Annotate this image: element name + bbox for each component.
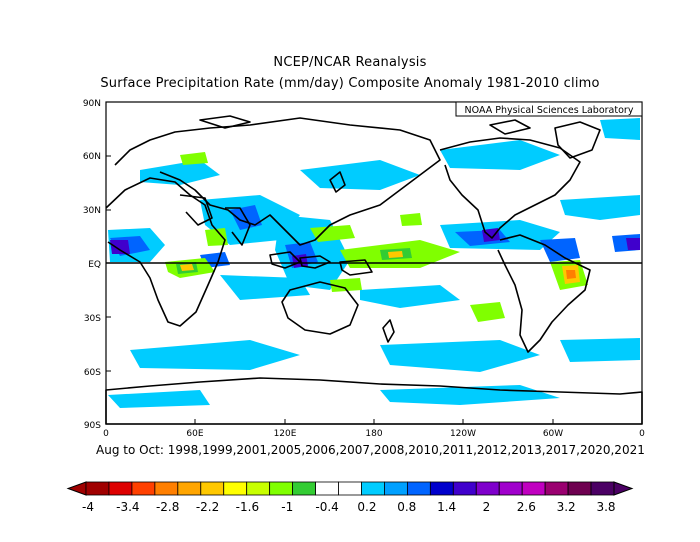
- colorbar-label: -4: [82, 500, 94, 514]
- colorbar-swatch: [384, 481, 408, 496]
- colorbar-swatch: [292, 481, 316, 496]
- composite-period: Aug to Oct: 1998,1999,2001,2005,2006,200…: [96, 443, 645, 457]
- colorbar-swatch: [590, 481, 615, 496]
- colorbar-swatch: [544, 481, 569, 496]
- colorbar-swatch: [223, 481, 248, 496]
- lon-label-60e: 60E: [186, 429, 203, 439]
- colorbar-label: 0.8: [397, 500, 416, 514]
- colorbar-swatch: [452, 481, 477, 496]
- lon-label-60w: 60W: [543, 429, 563, 439]
- colorbar-swatch: [85, 481, 110, 496]
- colorbar-label: 0.2: [357, 500, 376, 514]
- lon-label-120w: 120W: [450, 429, 476, 439]
- colorbar-label: -3.4: [116, 500, 139, 514]
- colorbar-label: -2.8: [156, 500, 179, 514]
- colorbar-swatch: [315, 481, 339, 496]
- lon-label-0-right: 0: [639, 429, 645, 439]
- lat-label-60n: 60N: [83, 152, 101, 162]
- colorbar: -4 -3.4 -2.8 -2.2 -1.6 -1 -0.4 0.2 0.8 1.4 2 2.6 3.2…: [66, 481, 634, 514]
- colorbar-label: -1: [281, 500, 293, 514]
- lat-label-60s: 60S: [84, 368, 101, 378]
- lat-label-90s: 90S: [84, 421, 101, 431]
- colorbar-swatch: [475, 481, 500, 496]
- colorbar-swatch: [521, 481, 546, 496]
- lon-label-0: 0: [103, 429, 109, 439]
- colorbar-min-arrow: [66, 481, 87, 496]
- colorbar-swatch: [177, 481, 202, 496]
- colorbar-swatch: [338, 481, 362, 496]
- credit-label: NOAA Physical Sciences Laboratory: [465, 105, 634, 116]
- colorbar-label: 2.6: [517, 500, 536, 514]
- lon-label-120e: 120E: [274, 429, 297, 439]
- colorbar-label: -2.2: [196, 500, 219, 514]
- colorbar-swatch: [269, 481, 294, 496]
- colorbar-swatch: [154, 481, 179, 496]
- colorbar-swatch: [429, 481, 454, 496]
- colorbar-swatch: [200, 481, 225, 496]
- colorbar-swatch: [498, 481, 523, 496]
- lat-axis: 90N 60N 30N EQ 30S 60S 90S: [83, 99, 101, 431]
- colorbar-swatch: [567, 481, 592, 496]
- map-subtitle: Surface Precipitation Rate (mm/day) Comp…: [100, 76, 600, 91]
- lon-label-180: 180: [365, 429, 382, 439]
- credit-box: [455, 101, 643, 117]
- colorbar-swatch: [406, 481, 431, 496]
- colorbar-label: 2: [483, 500, 491, 514]
- colorbar-label: -0.4: [315, 500, 338, 514]
- map-title: NCEP/NCAR Reanalysis: [273, 55, 427, 70]
- lat-label-30n: 30N: [83, 206, 101, 216]
- colorbar-swatch: [361, 481, 385, 496]
- lat-label-90n: 90N: [83, 99, 101, 109]
- colorbar-label: -1.6: [236, 500, 259, 514]
- anomaly-fields: [108, 118, 640, 408]
- lon-axis: 0 60E 120E 180 120W 60W 0: [103, 429, 645, 439]
- colorbar-label: 1.4: [437, 500, 456, 514]
- colorbar-max-arrow: [613, 481, 634, 496]
- lat-label-30s: 30S: [84, 314, 101, 324]
- lat-label-eq: EQ: [88, 260, 101, 270]
- colorbar-label: 3.2: [557, 500, 576, 514]
- colorbar-swatch: [246, 481, 271, 496]
- colorbar-swatch: [131, 481, 156, 496]
- colorbar-label: 3.8: [596, 500, 615, 514]
- colorbar-swatch: [108, 481, 133, 496]
